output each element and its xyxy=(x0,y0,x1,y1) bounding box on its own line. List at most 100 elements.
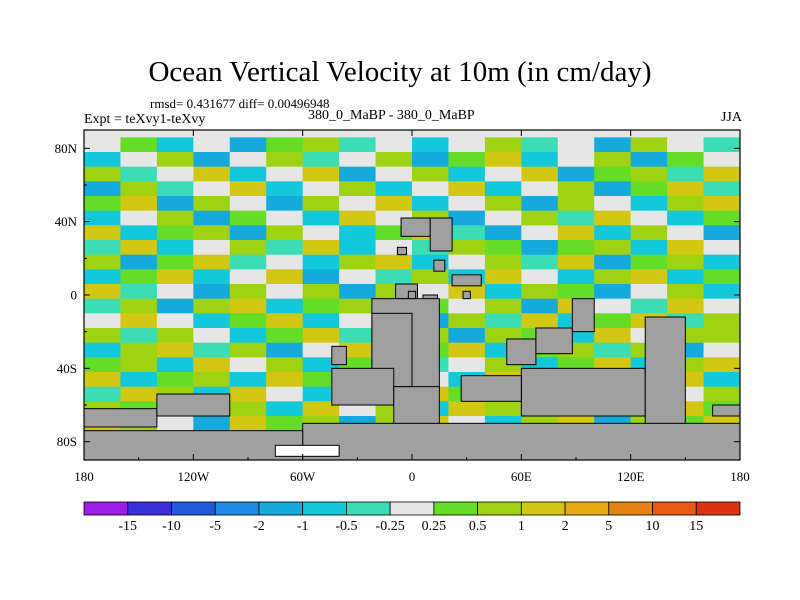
field-cell xyxy=(557,166,595,182)
field-cell xyxy=(448,254,486,270)
field-cell xyxy=(667,298,705,314)
field-cell xyxy=(703,372,740,388)
colorbar-box xyxy=(520,501,566,516)
field-cell xyxy=(229,152,267,168)
field-cell xyxy=(594,269,632,285)
field-cell xyxy=(703,357,740,373)
field-cell xyxy=(193,254,231,270)
field-cell xyxy=(120,298,158,314)
field-cell xyxy=(156,225,194,241)
field-cell xyxy=(484,284,522,300)
field-cell xyxy=(193,137,231,153)
field-cell xyxy=(84,357,122,373)
land-southern-continent-center xyxy=(393,386,440,428)
field-cell xyxy=(375,254,413,270)
field-cell xyxy=(448,401,486,417)
land-east-block xyxy=(644,316,686,428)
field-cell xyxy=(594,313,632,329)
field-cell xyxy=(266,298,304,314)
land-antarctic-floor xyxy=(302,422,740,460)
field-cell xyxy=(266,166,304,182)
field-cell xyxy=(521,298,559,314)
colorbar-label: -10 xyxy=(162,519,181,534)
field-cell xyxy=(484,313,522,329)
field-cell xyxy=(84,240,122,256)
colorbar-box xyxy=(608,501,653,516)
field-cell xyxy=(448,298,486,314)
colorbar-label: 10 xyxy=(646,519,660,534)
field-cell xyxy=(448,181,486,197)
field-cell xyxy=(156,313,194,329)
land-isle-south-pacific xyxy=(331,345,347,366)
field-cell xyxy=(557,181,595,197)
colorbar-box xyxy=(214,501,260,516)
field-cell xyxy=(84,342,122,358)
land-arm-tip xyxy=(571,298,595,333)
field-cell xyxy=(193,166,231,182)
field-cell xyxy=(630,152,668,168)
field-cell xyxy=(703,210,740,226)
field-cell xyxy=(229,240,267,256)
field-cell xyxy=(594,342,632,358)
field-cell xyxy=(630,166,668,182)
field-cell xyxy=(412,269,450,285)
field-cell xyxy=(229,416,267,432)
field-cell xyxy=(703,225,740,241)
field-cell xyxy=(156,240,194,256)
field-cell xyxy=(120,166,158,182)
field-cell xyxy=(557,269,595,285)
field-cell xyxy=(339,328,377,344)
field-cell xyxy=(703,152,740,168)
field-cell xyxy=(302,328,340,344)
field-cell xyxy=(339,313,377,329)
field-cell xyxy=(484,298,522,314)
field-cell xyxy=(120,240,158,256)
field-cell xyxy=(266,181,304,197)
land-central-america-isle-2 xyxy=(451,274,482,287)
field-cell xyxy=(302,137,340,153)
field-cell xyxy=(84,254,122,270)
x-tick-label: 120E xyxy=(617,469,645,484)
field-cell xyxy=(302,284,340,300)
field-cell xyxy=(84,372,122,388)
field-cell xyxy=(193,284,231,300)
field-cell xyxy=(667,137,705,153)
field-cell xyxy=(557,284,595,300)
field-cell xyxy=(266,225,304,241)
y-tick-label: 80S xyxy=(57,434,77,449)
field-cell xyxy=(375,152,413,168)
field-cell xyxy=(229,269,267,285)
field-cell xyxy=(448,152,486,168)
field-cell xyxy=(120,181,158,197)
field-cell xyxy=(156,152,194,168)
field-cell xyxy=(266,284,304,300)
field-cell xyxy=(703,313,740,329)
field-cell xyxy=(302,357,340,373)
field-cell xyxy=(302,313,340,329)
field-cell xyxy=(521,181,559,197)
field-cell xyxy=(229,137,267,153)
field-cell xyxy=(302,181,340,197)
field-cell xyxy=(120,357,158,373)
colorbar-label: 0.25 xyxy=(422,519,447,534)
field-cell xyxy=(448,328,486,344)
field-cell xyxy=(703,342,740,358)
field-cell xyxy=(375,196,413,212)
field-cell xyxy=(667,240,705,256)
field-cell xyxy=(339,210,377,226)
field-cell xyxy=(703,196,740,212)
colorbar-box xyxy=(83,501,129,516)
land-east-edge-block xyxy=(712,404,740,417)
field-cell xyxy=(703,328,740,344)
field-cell xyxy=(193,342,231,358)
field-cell xyxy=(84,269,122,285)
field-cell xyxy=(156,254,194,270)
land-australia-like-arm xyxy=(506,338,537,366)
field-cell xyxy=(339,152,377,168)
field-cell xyxy=(120,342,158,358)
colorbar-box xyxy=(564,501,610,516)
field-cell xyxy=(193,416,231,432)
field-cell xyxy=(302,240,340,256)
colorbar-box xyxy=(477,501,522,516)
